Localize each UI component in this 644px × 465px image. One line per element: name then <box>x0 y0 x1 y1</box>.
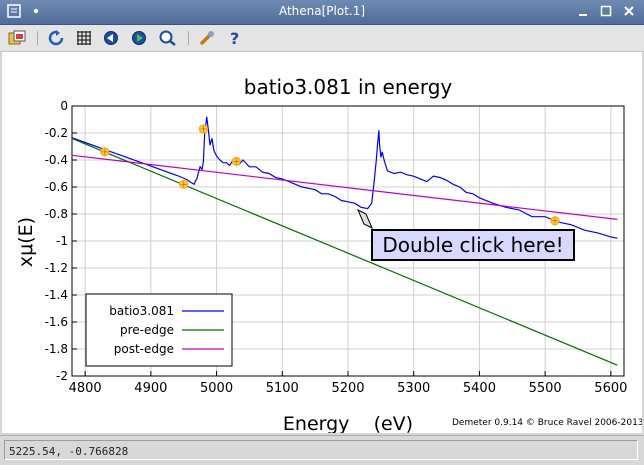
zoom-in-icon[interactable] <box>130 29 150 47</box>
legend: batio3.081 pre-edge post-edge <box>85 293 233 367</box>
marker-point <box>231 156 241 166</box>
legend-label: post-edge <box>114 342 174 356</box>
series-line-batio3.081 <box>71 116 618 239</box>
status-bar: 5225.54, -0.766828 <box>0 435 644 465</box>
status-coordinates: 5225.54, -0.766828 <box>9 445 129 458</box>
plot-toolbar: ? <box>0 25 644 52</box>
callout-box <box>371 229 575 261</box>
svg-text:?: ? <box>230 29 239 47</box>
minimize-icon[interactable] <box>575 4 591 20</box>
x-axis-label: Energy (eV) <box>283 413 413 433</box>
toolbar-separator <box>188 31 189 45</box>
y-tick-label: -0.4 <box>45 153 68 167</box>
x-tick-label: 5400 <box>463 381 496 396</box>
plot-canvas[interactable]: 4800 4900 5000 5100 5200 5300 5400 5500 5600 0 -0.… <box>2 52 644 435</box>
series-line-post-edge <box>71 154 618 220</box>
x-tick-label: 5000 <box>200 381 233 396</box>
callout: Double click here! <box>371 229 575 261</box>
callout-pointer-icon <box>357 208 373 230</box>
x-tick-label: 5300 <box>397 381 430 396</box>
plot-svg: 4800 4900 5000 5100 5200 5300 5400 5500 5600 0 -0.… <box>15 75 644 435</box>
pin-icon[interactable] <box>28 4 44 20</box>
legend-label: pre-edge <box>120 323 174 337</box>
y-tick-label: -1.2 <box>45 261 68 275</box>
marker-point <box>179 179 189 189</box>
y-tick-label: -1 <box>56 234 68 248</box>
window-titlebar: Athena[Plot.1] <box>0 0 644 25</box>
series-line-pre-edge <box>71 137 618 366</box>
y-tick-label: -1.4 <box>45 288 68 302</box>
y-tick-label: -0.6 <box>45 180 68 194</box>
y-tick-label: -1.6 <box>45 315 68 329</box>
x-tick-label: 5200 <box>331 381 364 396</box>
y-axis-label: xμ(E) <box>15 217 37 267</box>
marker-point <box>100 147 110 157</box>
save-image-icon[interactable] <box>7 29 27 47</box>
settings-wrench-icon[interactable] <box>197 29 217 47</box>
marker-point <box>550 216 560 226</box>
window-menu-icon[interactable] <box>6 4 22 20</box>
close-icon[interactable] <box>621 4 637 20</box>
y-tick-label: -0.8 <box>45 207 68 221</box>
toolbar-separator <box>37 31 38 45</box>
help-icon[interactable]: ? <box>225 29 245 47</box>
x-tick-label: 5600 <box>594 381 627 396</box>
zoom-out-icon[interactable] <box>102 29 122 47</box>
credit-text: Demeter 0.9.14 © Bruce Ravel 2006-2013 <box>452 418 642 428</box>
y-tick-label: -0.2 <box>45 126 68 140</box>
y-tick-label: 0 <box>60 99 68 113</box>
status-field <box>4 440 638 460</box>
y-tick-label: -2 <box>56 369 68 383</box>
callout-text: Double click here! <box>382 233 563 257</box>
window-title: Athena[Plot.1] <box>278 4 366 18</box>
x-tick-label: 5500 <box>529 381 562 396</box>
x-tick-label: 5100 <box>266 381 299 396</box>
legend-label: batio3.081 <box>109 304 174 318</box>
y-tick-label: -1.8 <box>45 342 68 356</box>
x-tick-label: 4900 <box>134 381 167 396</box>
marker-point <box>198 124 209 134</box>
zoom-reset-icon[interactable] <box>158 29 178 47</box>
grid-icon[interactable] <box>74 29 94 47</box>
maximize-icon[interactable] <box>598 4 614 20</box>
refresh-icon[interactable] <box>46 29 66 47</box>
x-tick-label: 4800 <box>69 381 102 396</box>
chart-title: batio3.081 in energy <box>244 75 453 99</box>
